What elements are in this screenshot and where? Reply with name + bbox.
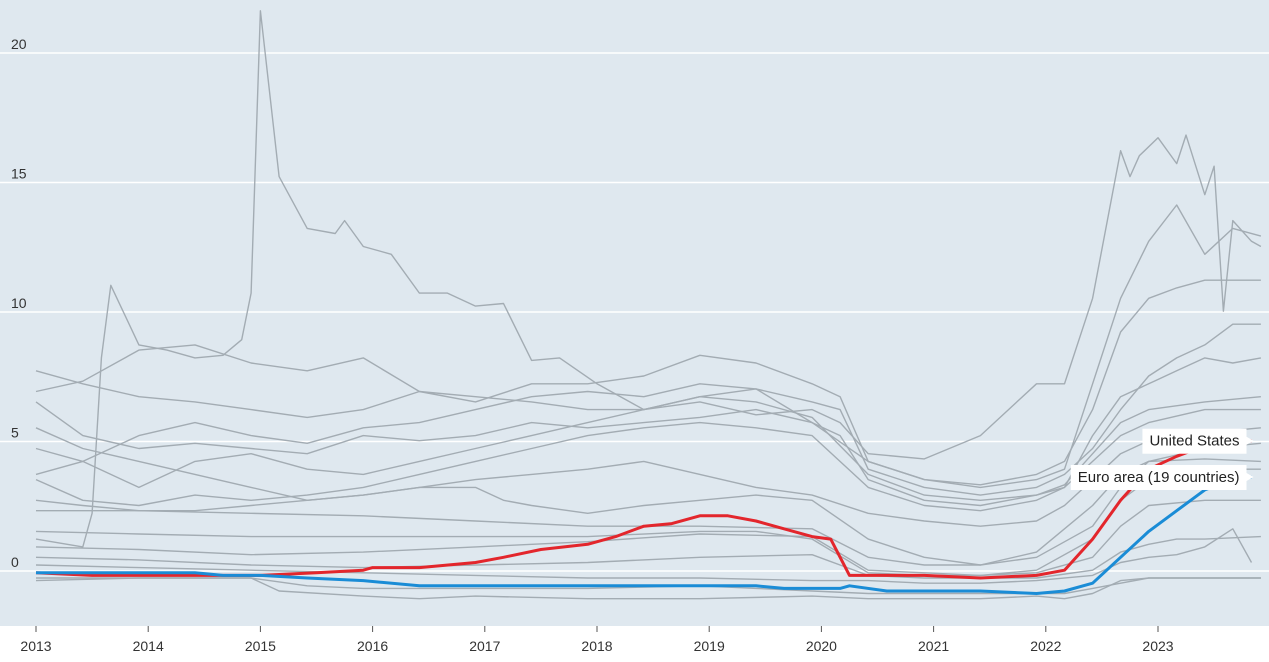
x-tick-label: 2019 xyxy=(694,638,725,654)
euro-area-19-countries-line xyxy=(36,475,1252,595)
x-tick-label: 2013 xyxy=(20,638,51,654)
series-line-1 xyxy=(35,10,1262,548)
y-tick-label: 20 xyxy=(11,36,27,52)
united-states-line xyxy=(35,439,1252,580)
series-line-4 xyxy=(35,323,1261,496)
series-line-2 xyxy=(35,204,1262,489)
series-line-15 xyxy=(36,577,1261,595)
euro-area-19-countries-label-text: Euro area (19 countries) xyxy=(1078,469,1240,486)
series-line-14 xyxy=(35,577,1261,600)
y-tick-label: 10 xyxy=(11,295,27,311)
united-states-label-box xyxy=(1142,428,1247,454)
x-tick-label: 2015 xyxy=(245,638,276,654)
united-states-label-pointer xyxy=(1246,436,1254,445)
series-line-16 xyxy=(35,427,1261,566)
united-states-label: United States xyxy=(1142,428,1254,454)
highlighted-series-lines xyxy=(35,439,1252,595)
x-tick-label: 2017 xyxy=(469,638,500,654)
plot-background xyxy=(0,0,1269,626)
x-axis-band xyxy=(0,626,1269,662)
united-states-label-text: United States xyxy=(1149,433,1239,450)
euro-area-19-countries-label-box xyxy=(1070,464,1247,490)
euro-area-19-countries-label: Euro area (19 countries) xyxy=(1070,464,1254,490)
euro-area-19-countries-label-pointer xyxy=(1246,472,1254,481)
series-line-7 xyxy=(35,408,1261,512)
x-tick-label: 2022 xyxy=(1030,638,1061,654)
x-tick-label: 2021 xyxy=(918,638,949,654)
other-series-lines xyxy=(35,10,1262,600)
series-labels: United States Euro area (19 countries) xyxy=(1070,428,1254,490)
series-line-3 xyxy=(35,279,1261,486)
series-line-6 xyxy=(35,396,1261,501)
series-line-13 xyxy=(35,528,1253,584)
y-axis-tick-labels: 0 5 10 15 20 xyxy=(11,36,27,570)
series-line-5 xyxy=(35,357,1262,507)
y-tick-label: 15 xyxy=(11,166,27,182)
x-tick-label: 2020 xyxy=(806,638,837,654)
x-axis: 2013 2014 2015 2016 2017 2018 2019 2020 2021 2022… xyxy=(0,626,1269,662)
series-line-11 xyxy=(35,499,1261,577)
x-tick-label: 2023 xyxy=(1142,638,1173,654)
y-tick-label: 5 xyxy=(11,425,19,441)
x-tick-label: 2018 xyxy=(581,638,612,654)
x-tick-label: 2014 xyxy=(133,638,164,654)
y-tick-label: 0 xyxy=(11,554,19,570)
x-tick-label: 2016 xyxy=(357,638,388,654)
